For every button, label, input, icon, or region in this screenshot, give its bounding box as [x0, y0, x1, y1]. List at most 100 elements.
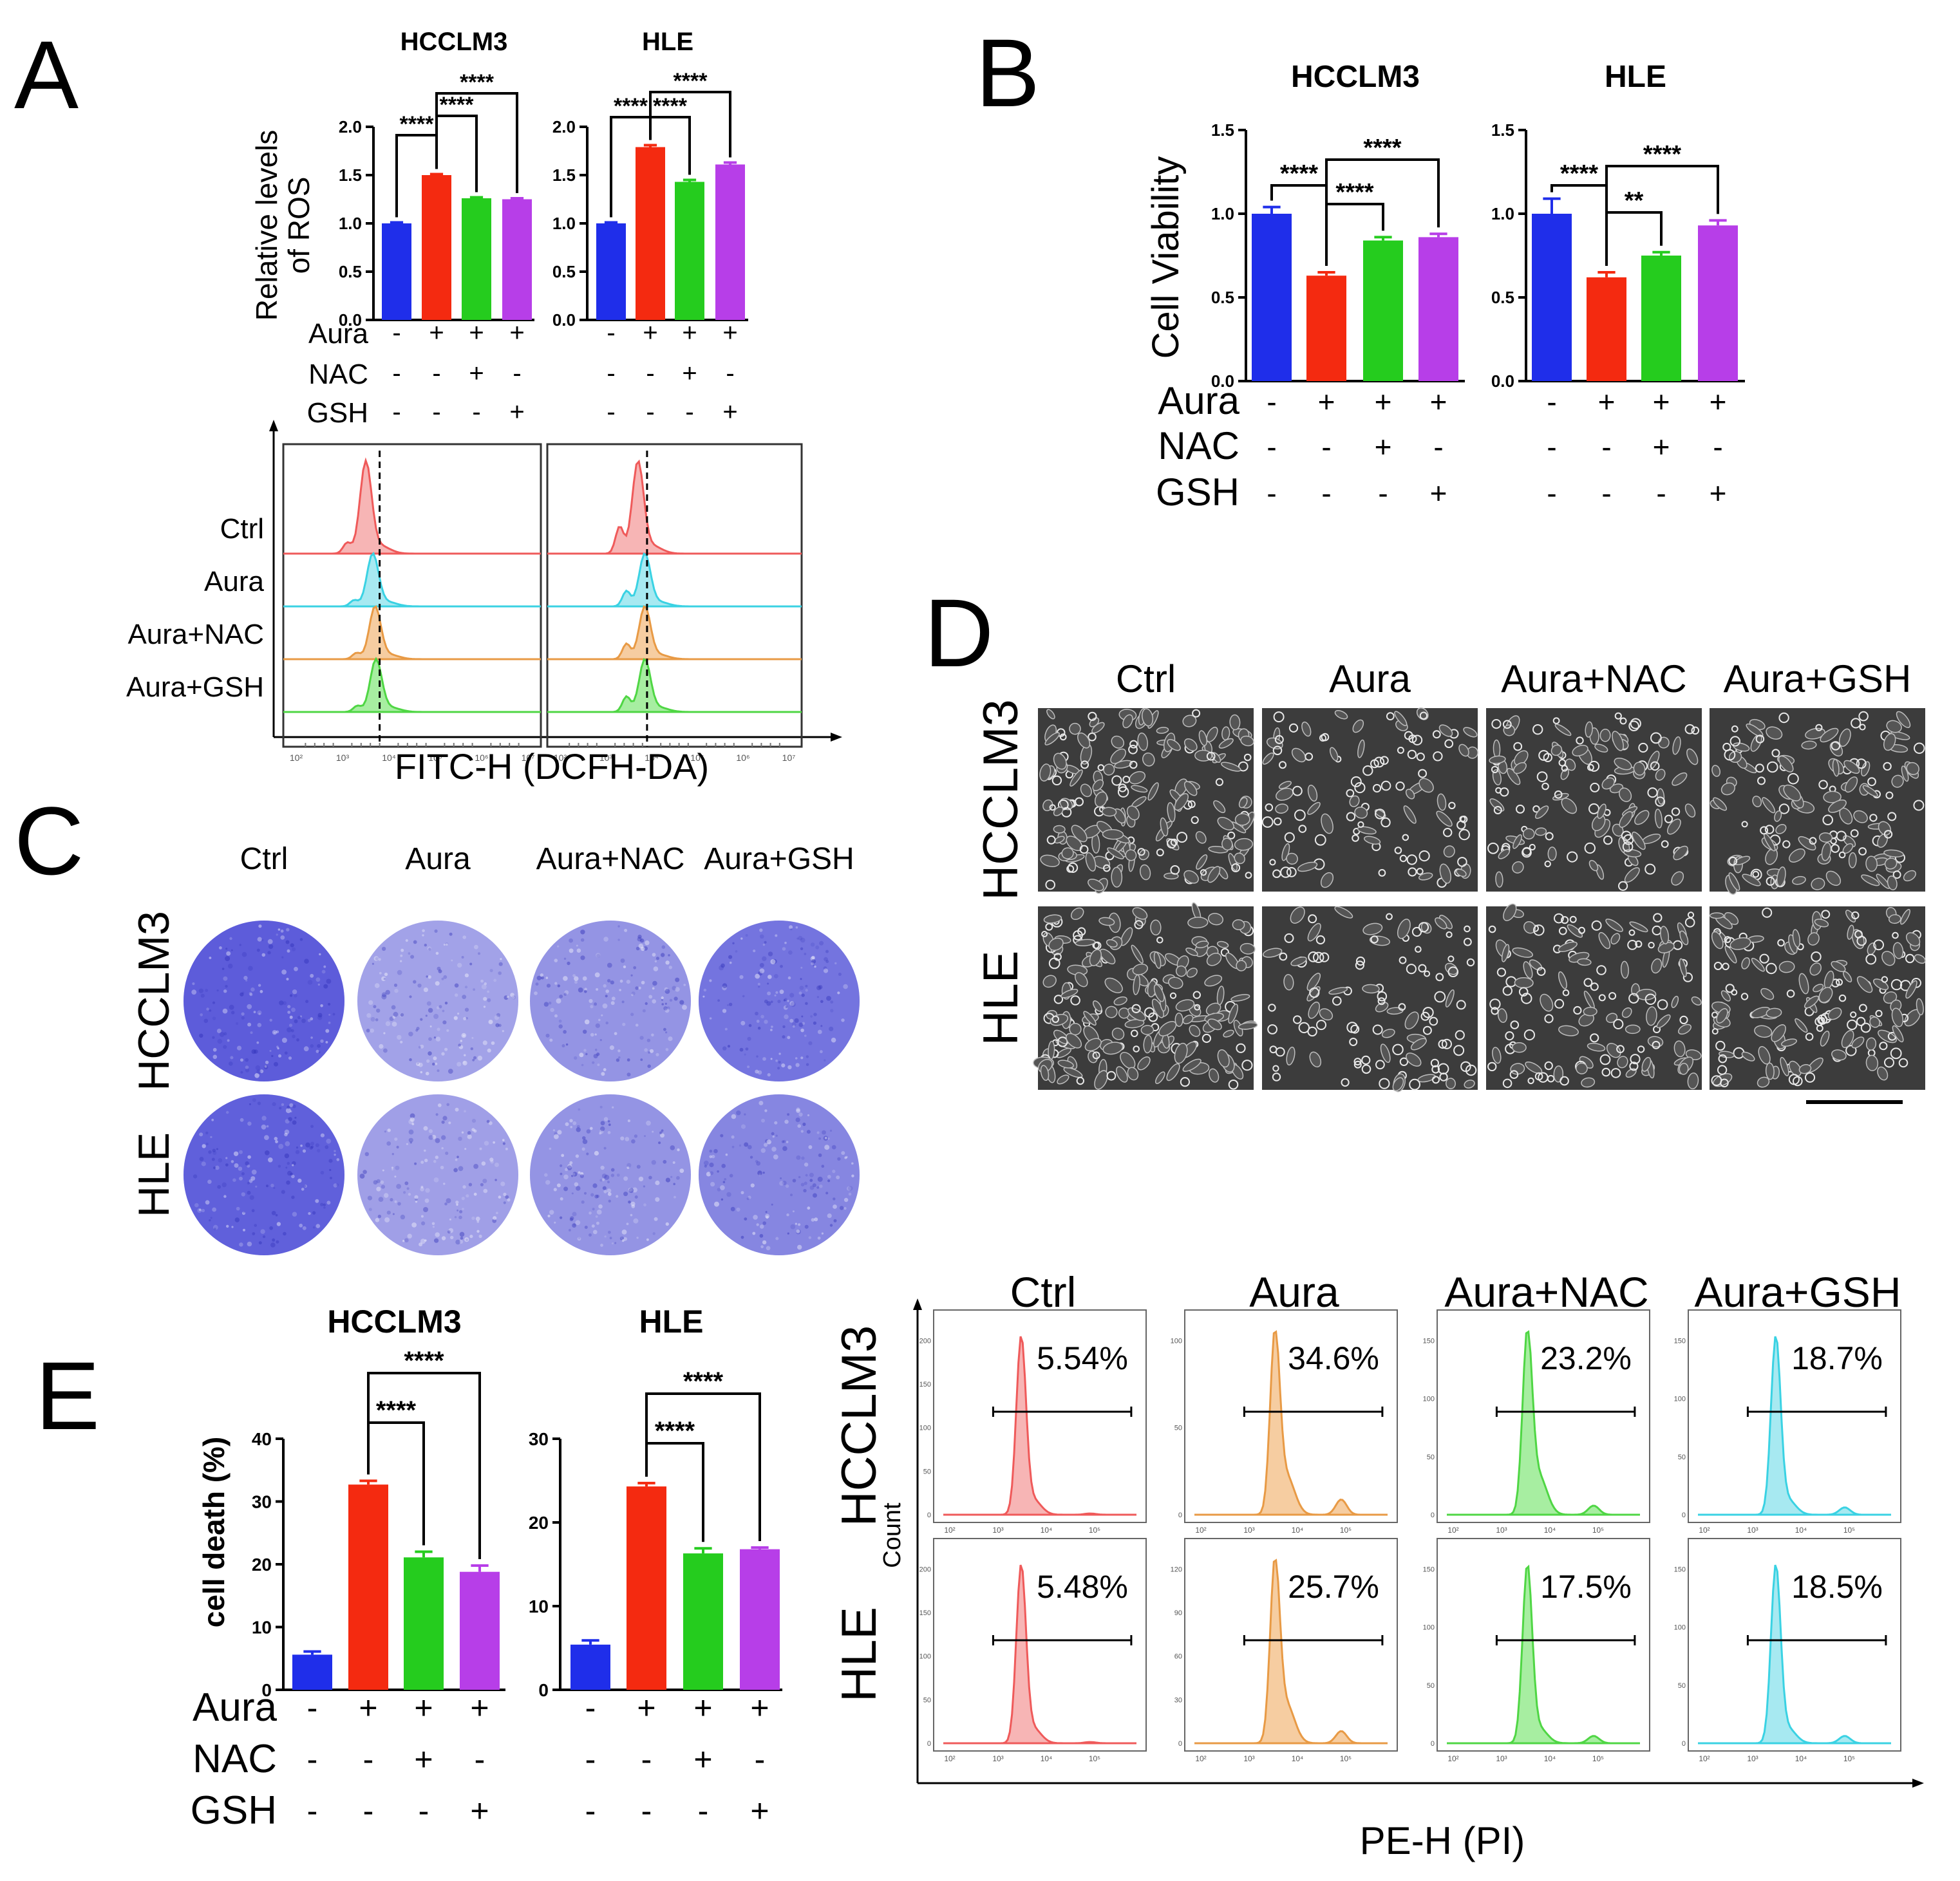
- colony-speck: [589, 1233, 592, 1237]
- colony-speck: [659, 1130, 663, 1135]
- cell: [1622, 841, 1634, 852]
- cell: [1448, 801, 1456, 810]
- colony-speck: [386, 1210, 391, 1215]
- cell: [1585, 721, 1593, 738]
- cell: [1529, 959, 1543, 971]
- bar-aura-gsh: [1698, 225, 1738, 381]
- colony-speck: [837, 1157, 841, 1161]
- cell: [1590, 1033, 1599, 1043]
- colony-speck: [732, 942, 735, 944]
- cell: [1207, 866, 1221, 883]
- colony-speck: [410, 1113, 415, 1119]
- colony-speck: [843, 1197, 849, 1203]
- colony-speck: [437, 966, 441, 971]
- colony-speck: [628, 1201, 631, 1204]
- cell: [1092, 1051, 1100, 1060]
- colony-speck: [381, 976, 386, 982]
- colony-speck: [683, 984, 686, 986]
- cell: [1754, 1025, 1773, 1038]
- colony-speck: [576, 944, 578, 947]
- gate-percent: 18.7%: [1791, 1340, 1883, 1376]
- cell: [1647, 787, 1658, 798]
- panel-e-flow-count-label: Count: [879, 1502, 906, 1568]
- flow-row-label: Aura+NAC: [127, 619, 264, 650]
- colony-speck: [576, 948, 581, 953]
- colony-speck: [458, 1043, 462, 1047]
- cell: [1238, 797, 1248, 809]
- colony-speck: [632, 1187, 637, 1193]
- cell: [1841, 1030, 1854, 1049]
- treatment-sign: -: [646, 359, 654, 388]
- cell: [1167, 838, 1177, 849]
- colony-speck: [581, 1200, 585, 1204]
- flow-histogram-aura-gsh: [296, 657, 528, 713]
- colony-speck: [631, 1204, 636, 1208]
- colony-speck: [218, 1158, 223, 1163]
- cell: [1588, 760, 1600, 772]
- micrograph-col-label: Aura: [1329, 657, 1411, 700]
- y-tick-label: 30: [529, 1429, 549, 1449]
- cell: [1715, 1040, 1726, 1051]
- colony-speck: [284, 1051, 288, 1055]
- colony-speck: [829, 1129, 833, 1132]
- cell: [1377, 991, 1388, 1002]
- cell: [1228, 1004, 1238, 1024]
- colony-speck: [372, 962, 374, 965]
- cell: [1269, 859, 1276, 866]
- colony-speck: [247, 1004, 252, 1009]
- colony-speck: [830, 1000, 834, 1004]
- treatment-label-gsh: GSH: [191, 1788, 277, 1833]
- cell: [1392, 1077, 1404, 1092]
- y-tick-label: 50: [1174, 1425, 1182, 1432]
- colony-speck: [597, 1063, 600, 1067]
- treatment-sign: -: [363, 1793, 374, 1829]
- colony-speck: [451, 959, 453, 962]
- colony-speck: [592, 1183, 598, 1188]
- bar-aura-gsh: [740, 1549, 780, 1690]
- colony-speck: [772, 1135, 775, 1138]
- colony-speck: [420, 1071, 422, 1074]
- cell: [1220, 948, 1230, 957]
- colony-speck: [679, 1168, 684, 1174]
- colony-speck: [580, 1172, 584, 1175]
- colony-speck: [721, 1163, 726, 1168]
- flow-frame: [282, 443, 542, 748]
- colony-speck: [261, 1124, 267, 1130]
- bar-aura: [422, 175, 451, 320]
- colony-speck: [494, 1015, 500, 1020]
- cell: [1827, 1007, 1842, 1020]
- x-tick-label: 10³: [1747, 1526, 1758, 1535]
- cell: [1534, 805, 1549, 819]
- colony-speck: [445, 1151, 449, 1156]
- colony-speck: [292, 1120, 297, 1125]
- colony-speck: [457, 1062, 462, 1067]
- colony-speck: [193, 1174, 198, 1179]
- cell: [1892, 931, 1899, 939]
- colony-speck: [433, 1056, 437, 1060]
- pi-histogram: [943, 1336, 1136, 1516]
- colony-speck: [592, 1061, 595, 1064]
- colony-speck: [225, 1157, 228, 1159]
- colony-speck: [424, 1198, 429, 1203]
- colony-speck: [309, 1146, 313, 1150]
- colony-speck: [641, 980, 645, 985]
- colony-speck: [831, 1145, 836, 1150]
- cell: [1409, 1078, 1421, 1090]
- colony-speck: [641, 946, 645, 951]
- cell: [1040, 1065, 1050, 1081]
- colony-speck: [554, 1132, 558, 1136]
- well-background: [357, 1094, 518, 1255]
- colony-speck: [589, 998, 593, 1004]
- cell: [1132, 963, 1148, 975]
- colony-speck: [601, 1014, 603, 1016]
- colony-speck: [843, 1207, 847, 1210]
- cell: [1766, 962, 1777, 975]
- treatment-sign: +: [693, 1690, 712, 1726]
- colony-speck: [771, 1203, 773, 1206]
- colony-speck: [292, 1212, 297, 1217]
- colony-speck: [726, 1004, 729, 1006]
- colony-speck: [281, 956, 284, 959]
- well-stain: [184, 921, 344, 1081]
- colony-speck: [276, 1240, 279, 1244]
- colony-speck: [413, 940, 417, 944]
